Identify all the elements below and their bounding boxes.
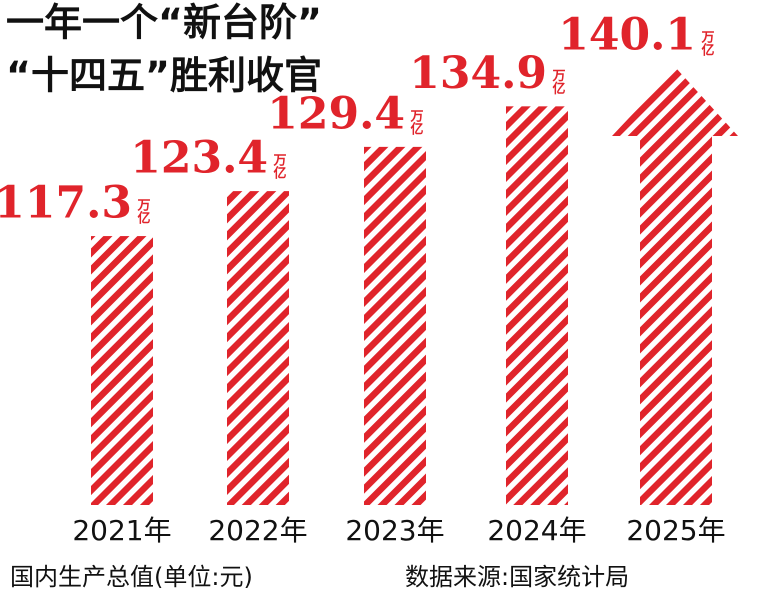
chart-title: “十四五”胜利收官: [6, 54, 322, 98]
unit-label: 万亿: [135, 198, 152, 225]
chart-title: 一年一个“新台阶”: [6, 1, 322, 45]
bar: [506, 106, 568, 505]
x-tick-label: 2021年: [72, 514, 171, 547]
unit-label: 万亿: [271, 153, 288, 180]
unit-label: 万亿: [550, 68, 567, 95]
value-label: 123.4: [130, 133, 268, 184]
unit-label: 万亿: [699, 30, 716, 57]
x-tick-label: 2022年: [208, 514, 307, 547]
bar: [227, 191, 289, 505]
footer-note: 国内生产总值(单位:元): [10, 563, 253, 591]
x-tick-label: 2025年: [626, 514, 725, 547]
unit-label: 万亿: [408, 109, 425, 136]
x-tick-label: 2024年: [487, 514, 586, 547]
bar: [612, 68, 738, 505]
bar: [91, 236, 153, 506]
value-label: 129.4: [267, 88, 405, 139]
value-label: 117.3: [0, 178, 132, 229]
value-label: 134.9: [409, 48, 547, 99]
source-note: 数据来源:国家统计局: [405, 563, 629, 591]
bar: [364, 146, 426, 505]
value-label: 140.1: [558, 10, 696, 61]
x-tick-label: 2023年: [345, 514, 444, 547]
